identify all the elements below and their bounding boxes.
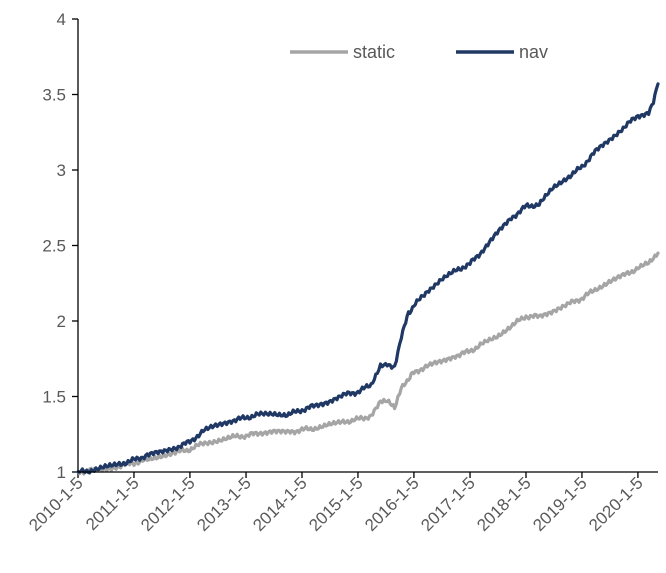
y-tick-label: 2 [57,312,66,331]
x-tick-label: 2017-1-5 [417,473,479,535]
series-line-nav [76,82,660,475]
y-tick-label: 1.5 [42,388,66,407]
legend-label-nav: nav [519,42,548,62]
y-axis-ticks: 1 1.5 2 2.5 3 3.5 4 [42,10,78,482]
x-tick-label: 2011-1-5 [82,473,143,534]
x-tick-label: 2014-1-5 [249,473,311,535]
x-axis-ticks: 2010-1-52011-1-52012-1-52013-1-52014-1-5… [25,472,647,535]
x-tick-label: 2018-1-5 [473,473,535,535]
legend: static nav [290,42,548,62]
x-tick-label: 2012-1-5 [137,473,199,535]
y-tick-label: 2.5 [42,237,66,256]
y-tick-label: 3.5 [42,86,66,105]
series-line-static [76,251,660,476]
x-tick-label: 2020-1-5 [585,473,647,535]
y-tick-label: 4 [57,10,66,29]
y-tick-label: 1 [57,463,66,482]
series-layer [76,82,660,476]
x-tick-label: 2019-1-5 [529,473,591,535]
y-tick-label: 3 [57,161,66,180]
x-tick-label: 2016-1-5 [361,473,423,535]
x-tick-label: 2015-1-5 [305,473,367,535]
x-tick-label: 2013-1-5 [193,473,255,535]
x-tick-label: 2010-1-5 [25,473,87,535]
legend-label-static: static [353,42,395,62]
